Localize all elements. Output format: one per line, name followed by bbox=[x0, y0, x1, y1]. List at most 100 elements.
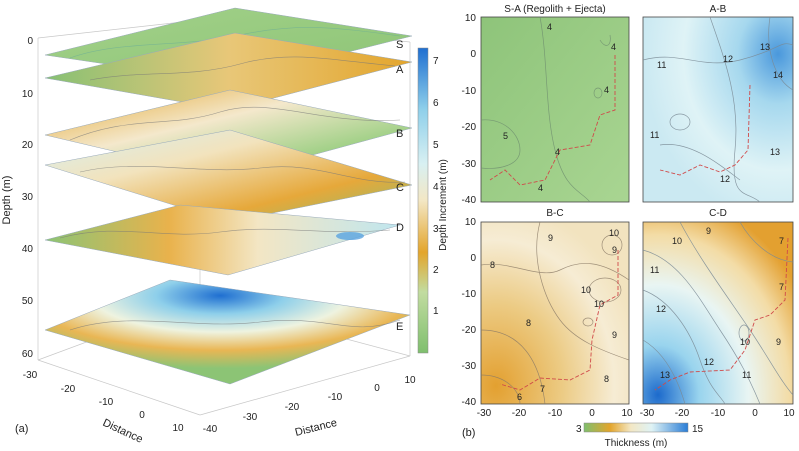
contour-label: 14 bbox=[773, 70, 783, 80]
contour-label: 4 bbox=[538, 183, 543, 193]
x-ticks: -30 -20 -10 0 10 -30 -20 -10 0 10 bbox=[477, 408, 795, 419]
distance-tick: 0 bbox=[139, 410, 145, 421]
panel-b: S-A (Regolith + Ejecta) 4 4 4 5 4 4 A-B bbox=[462, 4, 795, 449]
depth-tick: 10 bbox=[22, 89, 34, 100]
depth-tick: 30 bbox=[22, 192, 34, 203]
x-tick: -20 bbox=[675, 408, 690, 419]
contour-label: 9 bbox=[776, 337, 781, 347]
depth-tick: 40 bbox=[22, 244, 34, 255]
distance-tick: 10 bbox=[172, 423, 184, 434]
distance-tick: -30 bbox=[23, 370, 38, 381]
depth-colorbar: 7 6 5 4 3 2 1 Depth Increment (m) bbox=[417, 47, 449, 354]
x-tick: -10 bbox=[711, 408, 726, 419]
contour-label: 10 bbox=[740, 337, 750, 347]
subpanel-title: A-B bbox=[710, 4, 727, 15]
distance-tick: -20 bbox=[61, 384, 76, 395]
colorbar-tick: 7 bbox=[433, 56, 439, 67]
y-tick: 10 bbox=[465, 217, 477, 228]
subpanel-B-C: B-C 9 10 9 8 10 10 9 8 7 bbox=[480, 208, 630, 405]
y-ticks: 10 0 -10 -20 -30 -40 10 0 -10 -20 -30 -4… bbox=[462, 13, 477, 408]
depth-axis-title: Depth (m) bbox=[1, 176, 13, 225]
contour-label: 10 bbox=[581, 285, 591, 295]
contour-label: 10 bbox=[594, 299, 604, 309]
colorbar-tick: 5 bbox=[433, 140, 439, 151]
distance-tick: 0 bbox=[374, 383, 380, 394]
x-tick: -30 bbox=[640, 408, 655, 419]
distance-tick: -10 bbox=[99, 397, 114, 408]
layer-labels: S A B C D E bbox=[396, 39, 404, 333]
contour-label: 4 bbox=[547, 22, 552, 32]
y-tick: -20 bbox=[462, 325, 477, 336]
layer-E bbox=[44, 279, 411, 385]
y-tick: -30 bbox=[462, 159, 477, 170]
distance-tick: -10 bbox=[328, 392, 343, 403]
x-tick: 10 bbox=[783, 408, 795, 419]
contour-label: 13 bbox=[770, 147, 780, 157]
colorbar-tick: 4 bbox=[433, 182, 439, 193]
panel-label-b: (b) bbox=[462, 427, 475, 439]
subpanel-title: S-A (Regolith + Ejecta) bbox=[504, 4, 605, 15]
y-tick: 0 bbox=[470, 253, 476, 264]
depth-tick: 50 bbox=[22, 296, 34, 307]
thickness-colorbar: 3 15 Thickness (m) bbox=[576, 422, 704, 449]
colorbar-title: Depth Increment (m) bbox=[438, 159, 449, 251]
layer-label: A bbox=[396, 64, 404, 76]
x-tick: 10 bbox=[621, 408, 633, 419]
x-tick: 0 bbox=[589, 408, 595, 419]
contour-label: 11 bbox=[650, 130, 659, 140]
contour-label: 4 bbox=[611, 42, 616, 52]
colorbar-tick: 15 bbox=[692, 424, 704, 435]
distance-ticks-left: -30 -20 -10 0 10 bbox=[23, 370, 184, 434]
layer-D bbox=[44, 204, 401, 276]
distance-tick: -20 bbox=[285, 402, 300, 413]
subpanel-A-B: A-B 11 12 13 14 11 13 12 bbox=[642, 4, 794, 203]
contour-label: 4 bbox=[555, 147, 560, 157]
colorbar-tick: 1 bbox=[433, 306, 439, 317]
depth-tick: 0 bbox=[27, 36, 33, 47]
y-tick: -40 bbox=[462, 397, 477, 408]
layer-label: E bbox=[396, 321, 403, 333]
layer-label: B bbox=[396, 128, 403, 140]
x-tick: -20 bbox=[512, 408, 527, 419]
contour-label: 12 bbox=[720, 174, 730, 184]
layer-label: C bbox=[396, 182, 404, 194]
contour-label: 13 bbox=[760, 42, 770, 52]
y-tick: 0 bbox=[470, 49, 476, 60]
panel-a: S A B C D E Depth (m) 0 10 20 30 40 50 6… bbox=[1, 7, 449, 446]
x-tick: -30 bbox=[477, 408, 492, 419]
distance-ticks-right: -40 -30 -20 -10 0 10 bbox=[203, 375, 416, 435]
contour-label: 4 bbox=[604, 85, 609, 95]
contour-label: 13 bbox=[660, 370, 670, 380]
colorbar-tick: 6 bbox=[433, 98, 439, 109]
contour-label: 12 bbox=[723, 54, 733, 64]
contour-label: 10 bbox=[609, 228, 619, 238]
contour-label: 6 bbox=[517, 392, 522, 402]
contour-label: 7 bbox=[779, 282, 784, 292]
distance-axis-title-left: Distance bbox=[101, 417, 145, 446]
contour-label: 8 bbox=[526, 318, 531, 328]
colorbar-tick: 3 bbox=[576, 424, 582, 435]
depth-tick: 20 bbox=[22, 140, 34, 151]
colorbar-tick: 3 bbox=[433, 224, 439, 235]
contour-label: 10 bbox=[672, 236, 682, 246]
contour-label: 7 bbox=[779, 236, 784, 246]
colorbar-tick: 2 bbox=[433, 265, 439, 276]
distance-axis-title-right: Distance bbox=[294, 417, 338, 439]
y-tick: -40 bbox=[462, 195, 477, 206]
contour-label: 11 bbox=[650, 265, 659, 275]
y-tick: -10 bbox=[462, 289, 477, 300]
layer-C bbox=[44, 129, 413, 223]
y-tick: -30 bbox=[462, 361, 477, 372]
y-tick: -10 bbox=[462, 86, 477, 97]
contour-label: 11 bbox=[657, 60, 666, 70]
panel-label-a: (a) bbox=[15, 423, 28, 435]
subpanel-C-D: C-D 10 9 11 12 10 7 12 11 7 9 bbox=[642, 208, 794, 405]
contour-label: 12 bbox=[656, 304, 666, 314]
x-tick: -10 bbox=[548, 408, 563, 419]
subpanel-S-A: S-A (Regolith + Ejecta) 4 4 4 5 4 4 bbox=[480, 4, 630, 203]
contour-label: 9 bbox=[548, 233, 553, 243]
depth-ticks: 0 10 20 30 40 50 60 bbox=[22, 36, 34, 360]
contour-label: 9 bbox=[706, 226, 711, 236]
y-tick: 10 bbox=[465, 13, 477, 24]
contour-label: 11 bbox=[742, 370, 751, 380]
